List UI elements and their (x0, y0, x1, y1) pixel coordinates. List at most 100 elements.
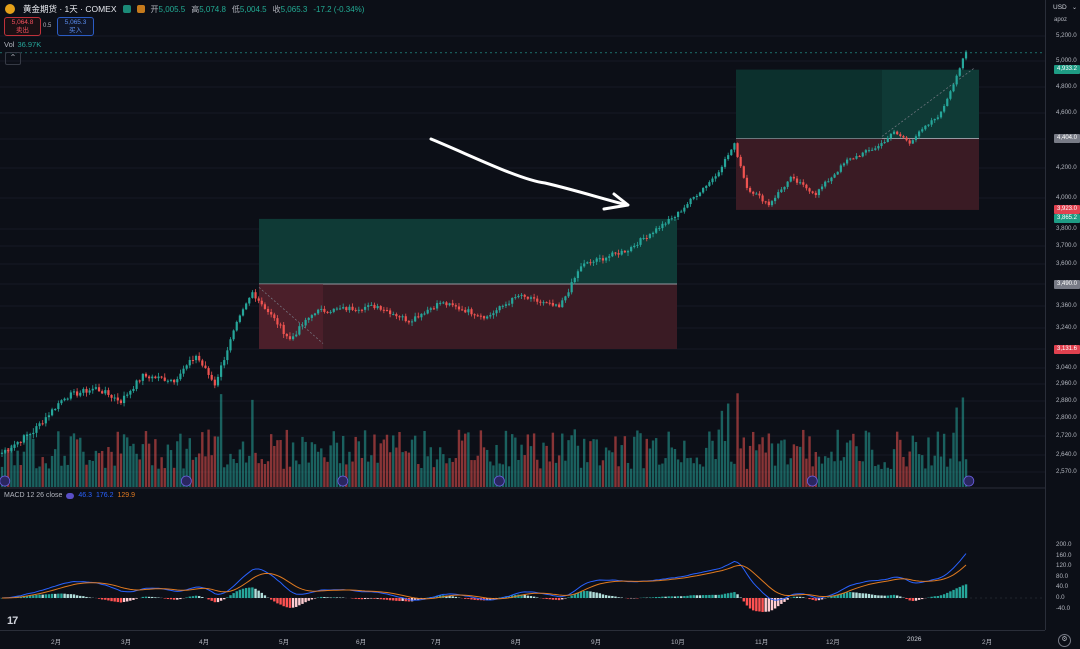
sell-button[interactable]: 5,064.8 卖出 (4, 17, 41, 36)
candle-body (492, 313, 494, 315)
candle-body (708, 182, 710, 186)
volume-bar (164, 468, 166, 487)
volume-bar (242, 442, 244, 487)
candle-body (170, 380, 172, 381)
volume-bar (430, 447, 432, 487)
volume-bar (92, 461, 94, 487)
volume-bar (88, 460, 90, 487)
candle-body (192, 360, 194, 361)
candle-body (248, 298, 250, 304)
volume-bar (633, 437, 635, 487)
price-tag[interactable]: 4,404.0 (1054, 134, 1080, 143)
macd-hist-bar (170, 598, 172, 599)
candle-body (458, 307, 460, 310)
candle-body (85, 389, 87, 393)
symbol-name[interactable]: 黄金期货 · 1天 · COMEX (23, 3, 117, 15)
price-axis[interactable]: 5,200.05,000.04,800.04,600.04,400.04,200… (1045, 0, 1080, 630)
candle-body (649, 234, 651, 238)
candle-body (736, 143, 738, 157)
event-marker-icon[interactable] (964, 476, 974, 486)
candle-body (395, 314, 397, 316)
volume-bar (865, 431, 867, 487)
volume-bar (530, 446, 532, 487)
eye-icon[interactable] (66, 493, 74, 499)
chevron-down-icon[interactable]: ⌄ (1072, 4, 1077, 11)
volume-bar (855, 446, 857, 487)
target-zone[interactable] (259, 219, 677, 284)
event-marker-icon[interactable] (338, 476, 348, 486)
settings-icon[interactable]: ⚙ (1058, 634, 1071, 647)
stop-zone[interactable] (736, 138, 979, 209)
candle-body (480, 316, 482, 317)
candle-body (95, 387, 97, 389)
event-marker-icon[interactable] (807, 476, 817, 486)
volume-bar (16, 451, 18, 487)
volume-bar (962, 397, 964, 487)
macd-hist-bar (940, 595, 942, 598)
collapse-chevron-icon[interactable]: ⌃ (5, 52, 21, 65)
macd-hist-bar (173, 598, 175, 600)
macd-hist-bar (389, 598, 391, 600)
macd-hist-bar (693, 595, 695, 598)
price-tag[interactable]: 4,933.2 (1054, 65, 1080, 74)
candle-body (273, 314, 275, 318)
candle-body (339, 308, 341, 309)
macd-hist-bar (326, 597, 328, 598)
volume-bar (680, 462, 682, 487)
volume-bar (76, 439, 78, 487)
volume-bar (26, 434, 28, 487)
price-tag[interactable]: 3,490.0 (1054, 280, 1080, 289)
price-tag[interactable]: 3,865.2 (1054, 214, 1080, 223)
macd-hist-bar (314, 598, 316, 599)
macd-hist-bar (236, 591, 238, 598)
candle-body (474, 314, 476, 315)
volume-bar (220, 394, 222, 487)
scale-mode-label[interactable]: apoz (1054, 17, 1067, 23)
volume-bar (295, 461, 297, 487)
candle-body (477, 315, 479, 316)
macd-hist-bar (195, 596, 197, 598)
event-marker-icon[interactable] (0, 476, 10, 486)
macd-hist-bar (868, 594, 870, 598)
orange-status-icon[interactable] (137, 5, 145, 13)
macd-hist-bar (542, 598, 544, 599)
macd-hist-bar (226, 597, 228, 598)
main-chart[interactable] (0, 0, 1045, 630)
volume-bar (392, 435, 394, 487)
hand-drawn-arrow[interactable] (431, 139, 627, 205)
volume-bar (414, 436, 416, 487)
event-marker-icon[interactable] (494, 476, 504, 486)
candle-body (696, 196, 698, 197)
macd-hist-bar (283, 598, 285, 606)
candle-body (370, 305, 372, 306)
currency-label[interactable]: USD (1053, 4, 1067, 11)
event-marker-icon[interactable] (181, 476, 191, 486)
macd-hist-bar (229, 595, 231, 598)
macd-hist-bar (664, 597, 666, 598)
green-status-icon[interactable] (123, 5, 131, 13)
macd-legend[interactable]: MACD 12 26 close 46.3 176.2 129.9 (4, 492, 135, 499)
candle-body (129, 391, 131, 395)
tradingview-logo-icon[interactable]: 17 (7, 615, 17, 627)
macd-hist-bar (599, 593, 601, 598)
price-tag[interactable]: 3,923.0 (1054, 205, 1080, 214)
macd-hist-bar (530, 596, 532, 598)
candle-body (780, 189, 782, 192)
buy-button[interactable]: 5,065.3 买入 (57, 17, 94, 36)
volume-bar (527, 434, 529, 487)
macd-hist-bar (880, 595, 882, 598)
macd-hist-bar (45, 594, 47, 598)
candle-body (943, 106, 945, 112)
volume-bar (952, 433, 954, 487)
volume-bar (358, 441, 360, 487)
candle-body (558, 304, 560, 307)
macd-value: 46.3 (78, 492, 92, 499)
macd-hist-bar (862, 593, 864, 598)
macd-hist-bar (364, 598, 366, 599)
gold-symbol-icon[interactable] (5, 4, 15, 14)
volume-bar (354, 437, 356, 487)
price-tag[interactable]: 3,131.6 (1054, 345, 1080, 354)
macd-hist-bar (883, 596, 885, 598)
